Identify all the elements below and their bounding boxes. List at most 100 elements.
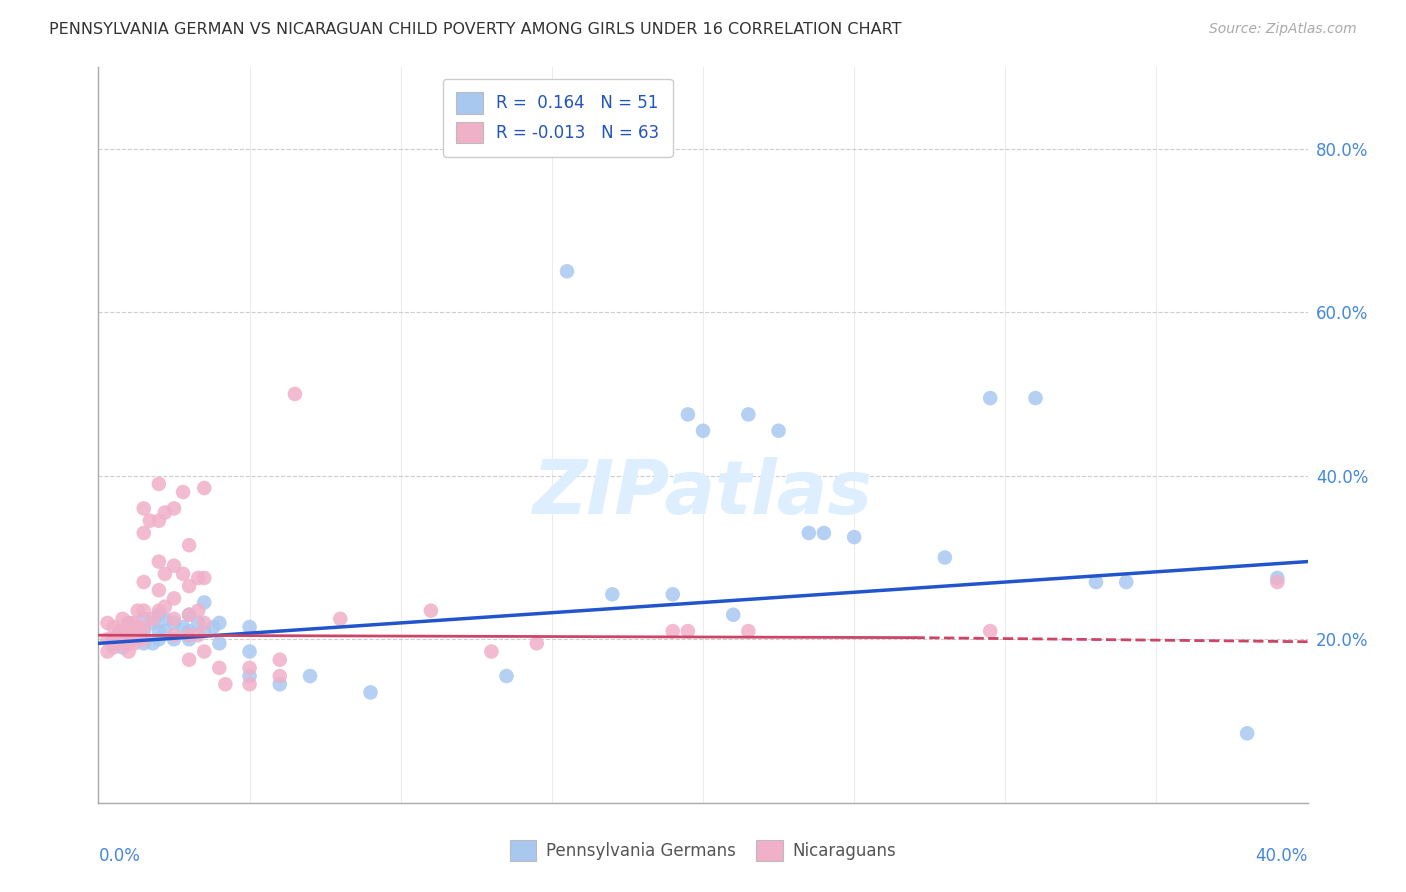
- Point: [179, 628, 201, 642]
- Point: [187, 615, 209, 630]
- Point: [420, 604, 443, 618]
- Point: [692, 424, 714, 438]
- Point: [299, 669, 322, 683]
- Point: [193, 481, 215, 495]
- Point: [360, 685, 382, 699]
- Point: [179, 632, 201, 647]
- Point: [797, 525, 820, 540]
- Point: [153, 612, 176, 626]
- Point: [737, 408, 759, 422]
- Point: [139, 514, 162, 528]
- Point: [737, 624, 759, 639]
- Point: [193, 624, 215, 639]
- Point: [208, 636, 231, 650]
- Point: [118, 615, 141, 630]
- Point: [187, 604, 209, 618]
- Point: [179, 607, 201, 622]
- Point: [202, 620, 225, 634]
- Point: [103, 640, 125, 655]
- Point: [163, 612, 186, 626]
- Point: [148, 604, 170, 618]
- Point: [239, 644, 262, 658]
- Point: [132, 632, 155, 647]
- Point: [103, 636, 125, 650]
- Point: [111, 624, 134, 639]
- Point: [208, 661, 231, 675]
- Point: [132, 612, 155, 626]
- Point: [148, 583, 170, 598]
- Text: 0.0%: 0.0%: [98, 847, 141, 865]
- Point: [844, 530, 866, 544]
- Point: [979, 624, 1001, 639]
- Point: [1267, 571, 1289, 585]
- Point: [132, 624, 155, 639]
- Point: [676, 624, 699, 639]
- Point: [103, 632, 125, 647]
- Point: [103, 632, 125, 647]
- Point: [172, 566, 194, 581]
- Point: [127, 620, 149, 634]
- Point: [118, 624, 141, 639]
- Point: [179, 538, 201, 552]
- Point: [142, 615, 165, 630]
- Point: [132, 604, 155, 618]
- Point: [124, 620, 146, 634]
- Point: [124, 632, 146, 647]
- Point: [163, 501, 186, 516]
- Point: [132, 620, 155, 634]
- Point: [1267, 574, 1289, 589]
- Point: [269, 669, 291, 683]
- Point: [142, 612, 165, 626]
- Point: [555, 264, 578, 278]
- Point: [163, 615, 186, 630]
- Point: [96, 615, 118, 630]
- Point: [1236, 726, 1258, 740]
- Point: [124, 624, 146, 639]
- Point: [111, 612, 134, 626]
- Point: [148, 514, 170, 528]
- Point: [193, 571, 215, 585]
- Text: 40.0%: 40.0%: [1256, 847, 1308, 865]
- Point: [96, 632, 118, 647]
- Point: [153, 599, 176, 614]
- Point: [208, 615, 231, 630]
- Point: [148, 624, 170, 639]
- Point: [214, 677, 236, 691]
- Point: [96, 644, 118, 658]
- Point: [481, 644, 503, 658]
- Point: [118, 632, 141, 647]
- Point: [118, 644, 141, 658]
- Point: [153, 566, 176, 581]
- Point: [148, 632, 170, 647]
- Point: [124, 636, 146, 650]
- Point: [153, 624, 176, 639]
- Point: [269, 653, 291, 667]
- Point: [108, 624, 131, 639]
- Point: [239, 669, 262, 683]
- Point: [118, 636, 141, 650]
- Point: [124, 615, 146, 630]
- Point: [187, 571, 209, 585]
- Point: [187, 628, 209, 642]
- Point: [108, 624, 131, 639]
- Point: [172, 485, 194, 500]
- Point: [118, 636, 141, 650]
- Point: [239, 661, 262, 675]
- Point: [495, 669, 517, 683]
- Point: [813, 525, 835, 540]
- Point: [163, 628, 186, 642]
- Legend: Pennsylvania Germans, Nicaraguans: Pennsylvania Germans, Nicaraguans: [503, 833, 903, 868]
- Text: Source: ZipAtlas.com: Source: ZipAtlas.com: [1209, 22, 1357, 37]
- Point: [269, 677, 291, 691]
- Point: [172, 620, 194, 634]
- Point: [153, 506, 176, 520]
- Point: [661, 587, 683, 601]
- Text: PENNSYLVANIA GERMAN VS NICARAGUAN CHILD POVERTY AMONG GIRLS UNDER 16 CORRELATION: PENNSYLVANIA GERMAN VS NICARAGUAN CHILD …: [49, 22, 901, 37]
- Point: [676, 408, 699, 422]
- Point: [148, 607, 170, 622]
- Point: [179, 624, 201, 639]
- Point: [163, 591, 186, 606]
- Point: [934, 550, 956, 565]
- Point: [111, 640, 134, 655]
- Point: [1115, 574, 1137, 589]
